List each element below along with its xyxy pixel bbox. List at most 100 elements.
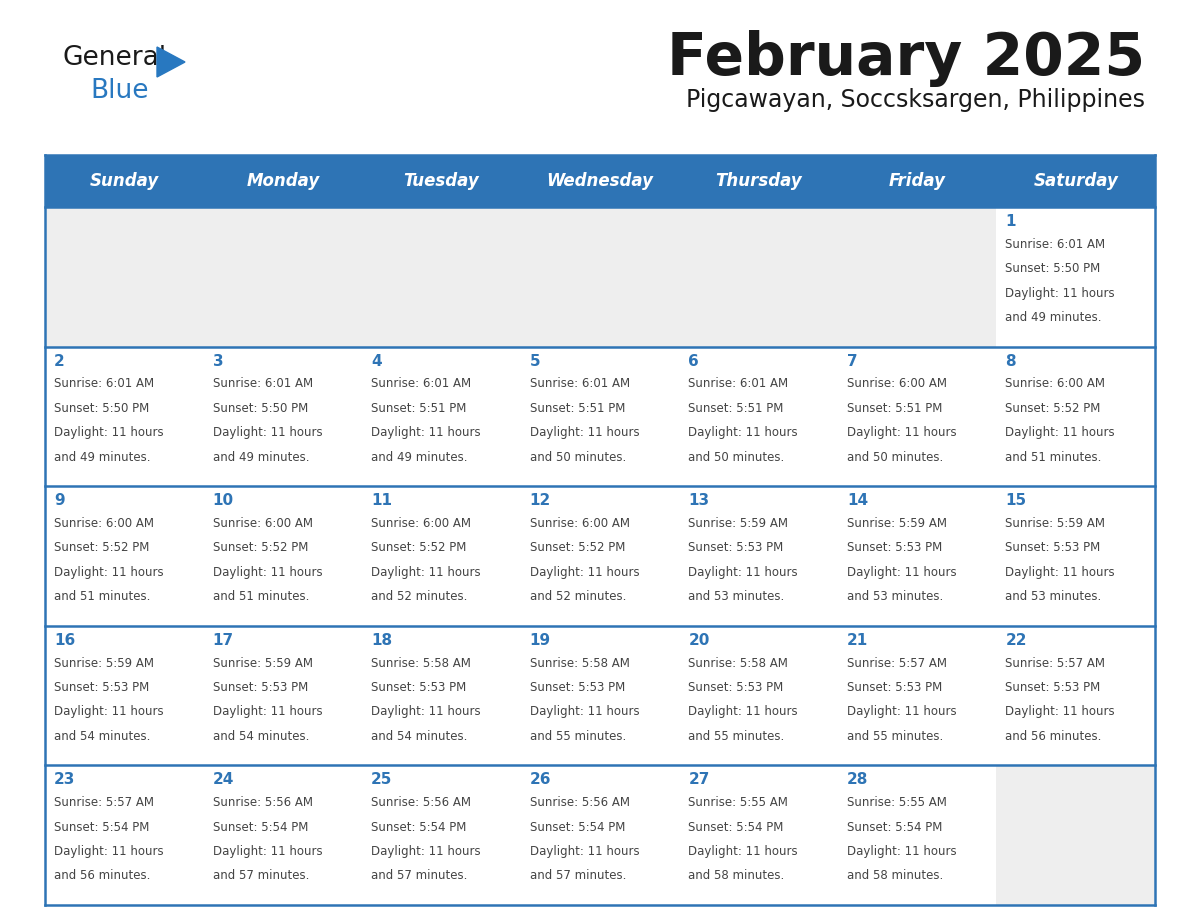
Bar [680,347,838,487]
Text: 3: 3 [213,353,223,369]
Bar [680,766,838,905]
Text: Daylight: 11 hours: Daylight: 11 hours [847,565,956,578]
Text: Tuesday: Tuesday [404,172,479,190]
Text: Sunrise: 6:01 AM: Sunrise: 6:01 AM [371,377,472,390]
Text: Daylight: 11 hours: Daylight: 11 hours [213,705,322,719]
Bar [362,487,520,626]
Text: Saturday: Saturday [1034,172,1118,190]
Bar [362,155,520,207]
Text: and 55 minutes.: and 55 minutes. [688,730,784,743]
Bar [997,487,1155,626]
Text: Sunrise: 5:58 AM: Sunrise: 5:58 AM [530,656,630,669]
Bar [203,626,362,766]
Text: Sunset: 5:53 PM: Sunset: 5:53 PM [1005,542,1100,554]
Text: Daylight: 11 hours: Daylight: 11 hours [213,565,322,578]
Bar [520,626,680,766]
Bar [362,347,520,487]
Text: Sunset: 5:54 PM: Sunset: 5:54 PM [530,821,625,834]
Text: Sunrise: 5:59 AM: Sunrise: 5:59 AM [847,517,947,530]
Text: and 50 minutes.: and 50 minutes. [688,451,784,464]
Bar [45,766,203,905]
Bar [838,626,997,766]
Polygon shape [157,47,185,77]
Text: Sunset: 5:51 PM: Sunset: 5:51 PM [530,402,625,415]
Text: Sunrise: 5:56 AM: Sunrise: 5:56 AM [371,796,472,809]
Text: Sunrise: 6:00 AM: Sunrise: 6:00 AM [847,377,947,390]
Bar [520,347,680,487]
Text: 19: 19 [530,633,551,648]
Text: and 54 minutes.: and 54 minutes. [213,730,309,743]
Text: and 51 minutes.: and 51 minutes. [53,590,151,603]
Text: and 54 minutes.: and 54 minutes. [371,730,468,743]
Text: and 50 minutes.: and 50 minutes. [530,451,626,464]
Text: Sunset: 5:54 PM: Sunset: 5:54 PM [371,821,467,834]
Text: 4: 4 [371,353,381,369]
Text: Monday: Monday [246,172,320,190]
Text: Sunrise: 5:59 AM: Sunrise: 5:59 AM [213,656,312,669]
Text: Daylight: 11 hours: Daylight: 11 hours [530,845,639,858]
Text: Sunrise: 6:00 AM: Sunrise: 6:00 AM [371,517,472,530]
Text: Sunday: Sunday [89,172,159,190]
Bar [203,487,362,626]
Text: and 49 minutes.: and 49 minutes. [53,451,151,464]
Text: 26: 26 [530,772,551,788]
Bar [362,626,520,766]
Text: Sunrise: 5:56 AM: Sunrise: 5:56 AM [213,796,312,809]
Text: and 53 minutes.: and 53 minutes. [688,590,784,603]
Text: Daylight: 11 hours: Daylight: 11 hours [371,705,481,719]
Text: Sunset: 5:54 PM: Sunset: 5:54 PM [847,821,942,834]
Text: 14: 14 [847,493,868,509]
Text: Sunrise: 5:57 AM: Sunrise: 5:57 AM [53,796,154,809]
Bar [680,155,838,207]
Text: Sunset: 5:53 PM: Sunset: 5:53 PM [371,681,467,694]
Text: Sunrise: 6:00 AM: Sunrise: 6:00 AM [530,517,630,530]
Bar [45,155,203,207]
Text: Sunset: 5:53 PM: Sunset: 5:53 PM [688,681,784,694]
Text: Sunset: 5:53 PM: Sunset: 5:53 PM [847,542,942,554]
Text: 25: 25 [371,772,392,788]
Bar [203,347,362,487]
Text: and 53 minutes.: and 53 minutes. [1005,590,1101,603]
Text: Daylight: 11 hours: Daylight: 11 hours [530,565,639,578]
Text: Daylight: 11 hours: Daylight: 11 hours [1005,705,1116,719]
Bar [680,626,838,766]
Bar [45,207,203,347]
Bar [203,155,362,207]
Text: and 58 minutes.: and 58 minutes. [688,869,784,882]
Text: Sunset: 5:52 PM: Sunset: 5:52 PM [1005,402,1101,415]
Bar [838,207,997,347]
Text: 10: 10 [213,493,234,509]
Text: Sunrise: 6:00 AM: Sunrise: 6:00 AM [53,517,154,530]
Text: Sunrise: 5:59 AM: Sunrise: 5:59 AM [1005,517,1105,530]
Text: Daylight: 11 hours: Daylight: 11 hours [688,565,798,578]
Text: Sunrise: 6:01 AM: Sunrise: 6:01 AM [530,377,630,390]
Text: Sunrise: 5:57 AM: Sunrise: 5:57 AM [847,656,947,669]
Bar [362,207,520,347]
Text: and 49 minutes.: and 49 minutes. [1005,311,1102,324]
Bar [680,487,838,626]
Text: Sunrise: 6:01 AM: Sunrise: 6:01 AM [213,377,312,390]
Text: Sunset: 5:53 PM: Sunset: 5:53 PM [530,681,625,694]
Text: February 2025: February 2025 [666,30,1145,87]
Text: and 52 minutes.: and 52 minutes. [371,590,468,603]
Bar [203,207,362,347]
Text: Daylight: 11 hours: Daylight: 11 hours [213,845,322,858]
Text: Daylight: 11 hours: Daylight: 11 hours [847,705,956,719]
Text: Pigcawayan, Soccsksargen, Philippines: Pigcawayan, Soccsksargen, Philippines [685,88,1145,112]
Bar [45,347,203,487]
Text: Sunset: 5:53 PM: Sunset: 5:53 PM [847,681,942,694]
Bar [520,487,680,626]
Text: 16: 16 [53,633,75,648]
Text: Sunset: 5:54 PM: Sunset: 5:54 PM [213,821,308,834]
Bar [997,347,1155,487]
Text: 21: 21 [847,633,868,648]
Text: Sunrise: 5:57 AM: Sunrise: 5:57 AM [1005,656,1105,669]
Text: Daylight: 11 hours: Daylight: 11 hours [371,426,481,439]
Text: 22: 22 [1005,633,1026,648]
Text: 18: 18 [371,633,392,648]
Text: Sunrise: 6:00 AM: Sunrise: 6:00 AM [1005,377,1105,390]
Text: Sunset: 5:53 PM: Sunset: 5:53 PM [213,681,308,694]
Text: Daylight: 11 hours: Daylight: 11 hours [53,426,164,439]
Bar [203,766,362,905]
Bar [520,766,680,905]
